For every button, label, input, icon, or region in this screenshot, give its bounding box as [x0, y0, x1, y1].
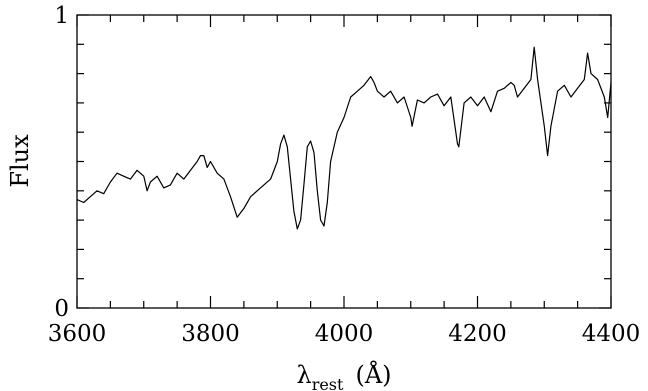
y-axis-title: Flux [6, 134, 34, 188]
x-axis-symbol: λ [296, 361, 311, 389]
y-tick-labels: 01 [54, 3, 69, 322]
x-tick-labels: 3600 3800 4000 4200 4400 [48, 321, 641, 347]
x-tick-label: 4400 [582, 321, 641, 347]
tick-marks [76, 14, 612, 309]
spectrum-line [76, 46, 612, 230]
x-tick-label: 3600 [48, 321, 107, 347]
x-axis-title: λrest (Å) [296, 360, 391, 391]
plot-frame [76, 14, 612, 309]
x-axis-unit: (Å) [355, 360, 391, 389]
x-tick-label: 4000 [315, 321, 374, 347]
y-tick-label: 1 [54, 3, 69, 29]
x-tick-label: 4200 [448, 321, 507, 347]
y-tick-label: 0 [54, 296, 69, 322]
x-axis-subscript: rest [312, 375, 344, 391]
x-tick-label: 3800 [181, 321, 240, 347]
